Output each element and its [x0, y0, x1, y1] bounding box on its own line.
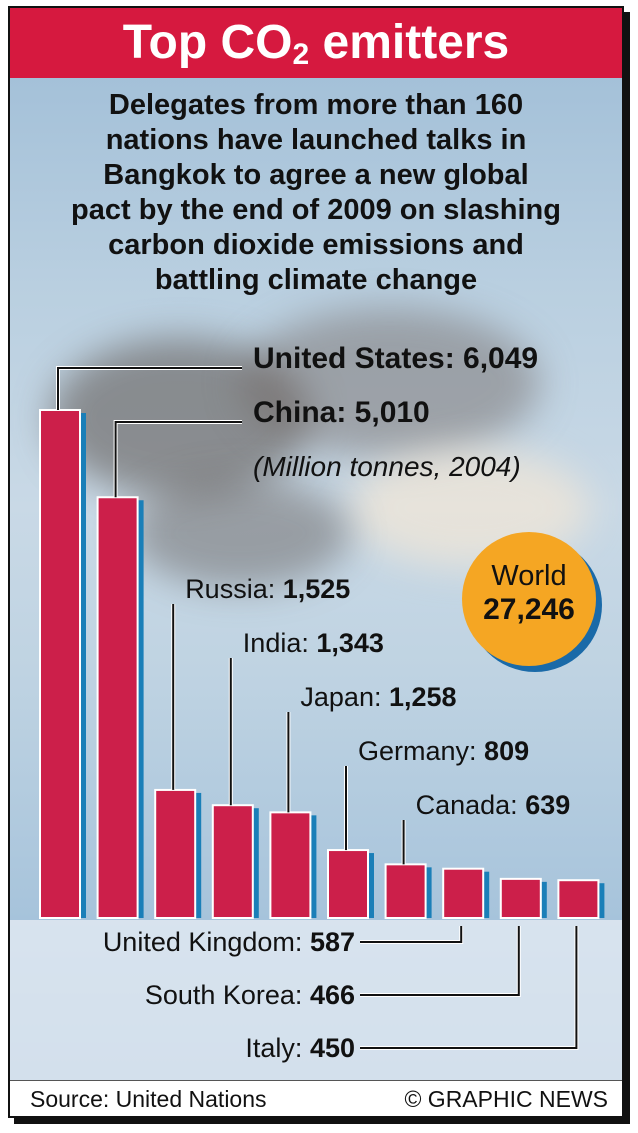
leader-line [360, 926, 520, 996]
bar-italy [557, 879, 600, 919]
bar-side [540, 881, 547, 918]
leader-line [114, 421, 242, 498]
source-text: Source: United Nations [30, 1086, 267, 1112]
leader-line-halo [360, 926, 521, 997]
leader-line-halo [360, 926, 464, 944]
bar-side [368, 853, 374, 918]
bar-chart: United States: 6,049 China: 5,010 (Million… [39, 342, 605, 1063]
bar-side [137, 500, 144, 918]
unit-note: (Million tonnes, 2004) [253, 451, 521, 482]
subtitle-line: carbon dioxide emissions and [108, 229, 524, 261]
bar-russia [154, 788, 197, 920]
cloud-shape [50, 338, 310, 498]
data-label-china: China: 5,010 [253, 396, 430, 429]
bar-side [195, 792, 202, 918]
subtitle-line: nations have launched talks in [105, 124, 527, 156]
bar-germany [327, 849, 369, 919]
data-label-italy: Italy: 450 [245, 1033, 355, 1063]
bar-side [483, 871, 490, 918]
data-label-south-korea: South Korea: 466 [145, 980, 355, 1010]
data-label-germany: Germany: 809 [358, 736, 529, 766]
footer: Source: United Nations © GRAPHIC NEWS [10, 1080, 622, 1116]
world-total-badge: World 27,246 [462, 532, 596, 666]
infographic-frame: Top CO2 emitters Delegates from more tha… [8, 6, 624, 1118]
bar-side [425, 867, 432, 918]
world-value: 27,246 [483, 593, 575, 626]
bar-side [598, 883, 605, 918]
subtitle-line: Delegates from more than 160 [108, 89, 524, 121]
data-label-japan: Japan: 1,258 [300, 682, 456, 712]
bar-side [310, 815, 317, 918]
bar-china [96, 496, 139, 919]
data-label-united-states: United States: 6,049 [253, 342, 538, 375]
data-label-russia: Russia: 1,525 [185, 574, 350, 604]
data-label-canada: Canada: 639 [416, 790, 571, 820]
cloud-shape [130, 478, 350, 588]
page-title: Top CO2 emitters [10, 8, 622, 78]
subtitle-line: pact by the end of 2009 on slashing [71, 194, 561, 226]
bar-south-korea [499, 877, 542, 919]
credit-text: © GRAPHIC NEWS [404, 1086, 608, 1112]
bar-united-kingdom [442, 867, 485, 919]
subtitle-line: Bangkok to agree a new global [103, 159, 529, 191]
leader-line [360, 926, 578, 1049]
leader-line-halo [113, 420, 242, 498]
data-label-india: India: 1,343 [243, 628, 384, 658]
bar-japan [269, 811, 312, 919]
bar-side [80, 413, 86, 918]
bar-canada [384, 863, 427, 919]
bar-india [211, 804, 254, 919]
bar-united-states [39, 409, 81, 919]
subtitle: Delegates from more than 160 nations hav… [10, 88, 622, 298]
cloud-shape [240, 308, 540, 458]
leader-line [57, 367, 242, 410]
world-label: World [491, 560, 567, 592]
leader-line-halo [56, 366, 242, 410]
leader-line-halo [360, 926, 579, 1050]
leader-line [360, 926, 463, 943]
subtitle-line: battling climate change [154, 264, 478, 296]
bar-side [252, 808, 259, 918]
data-label-united-kingdom: United Kingdom: 587 [103, 927, 355, 957]
